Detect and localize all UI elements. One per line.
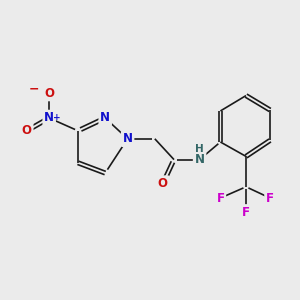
Text: O: O	[158, 177, 168, 190]
Text: +: +	[53, 113, 60, 122]
Text: O: O	[22, 124, 32, 137]
Text: O: O	[44, 86, 54, 100]
Text: F: F	[242, 206, 250, 219]
Text: H: H	[195, 144, 204, 154]
Text: N: N	[44, 112, 54, 124]
Text: N: N	[100, 112, 110, 124]
Text: −: −	[29, 82, 39, 95]
Text: N: N	[195, 153, 205, 166]
Text: F: F	[266, 191, 274, 205]
Text: F: F	[216, 191, 224, 205]
Text: N: N	[123, 132, 133, 145]
